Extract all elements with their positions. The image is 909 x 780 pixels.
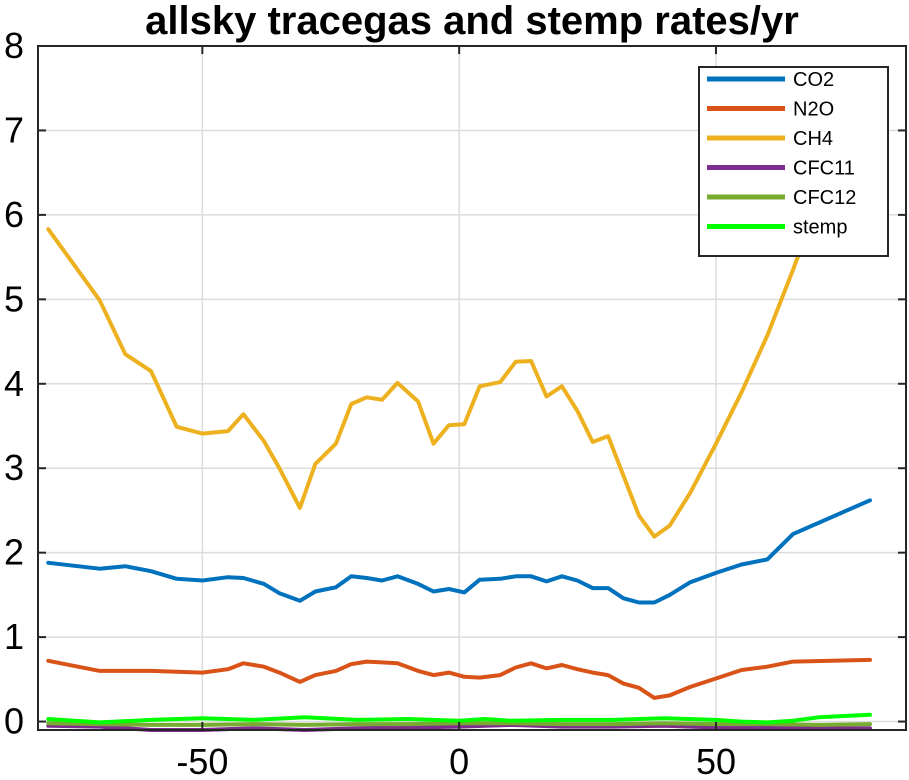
y-tick-label: 1: [4, 616, 24, 657]
legend-label-cfc11: CFC11: [793, 158, 855, 180]
series-line-n2o: [46, 657, 872, 700]
y-tick-label: 2: [4, 532, 24, 573]
legend-label-stemp: stemp: [793, 217, 847, 239]
y-tick-label: 3: [4, 447, 24, 488]
axes-box: [37, 45, 907, 731]
x-tick-label: 50: [696, 741, 736, 780]
y-tick-label: 0: [4, 701, 24, 742]
legend-label-n2o: N2O: [793, 99, 834, 121]
y-tick-label: 8: [4, 25, 24, 66]
legend-label-co2: CO2: [793, 69, 834, 91]
series-line-stemp: [46, 712, 872, 725]
y-tick-label: 5: [4, 278, 24, 319]
x-tick-label: 0: [449, 741, 469, 780]
chart-title: allsky tracegas and stemp rates/yr: [145, 0, 799, 43]
y-tick-label: 6: [4, 194, 24, 235]
legend-label-ch4: CH4: [793, 128, 833, 150]
axis-ticks: -50 0 50 0 1 2 3 4 5 6 7 8: [4, 25, 906, 780]
x-tick-label: -50: [176, 741, 228, 780]
legend: CO2 N2O CH4 CFC11 CFC12 stemp: [698, 66, 889, 257]
series-line-co2: [46, 498, 872, 605]
series-line-ch4: [46, 212, 816, 539]
y-tick-label: 4: [4, 363, 24, 404]
legend-label-cfc12: CFC12: [793, 187, 856, 209]
y-tick-label: 7: [4, 109, 24, 150]
